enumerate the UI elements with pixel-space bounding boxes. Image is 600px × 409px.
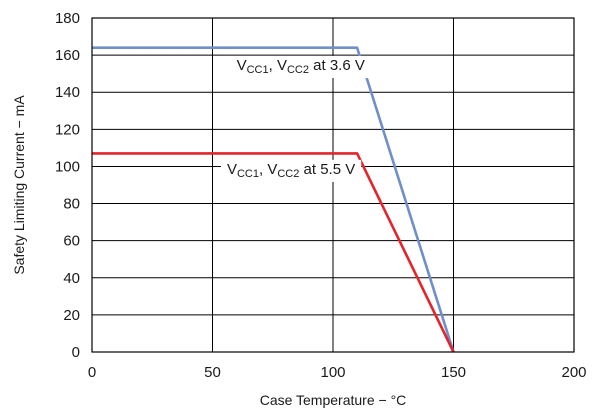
y-tick-label: 180 — [55, 10, 80, 27]
x-tick-label: 150 — [441, 364, 466, 381]
annotation-text-part: , V — [259, 161, 277, 178]
x-tick-label: 100 — [320, 364, 345, 381]
annotation-2: VCC1, VCC2 at 5.5 V — [220, 159, 362, 182]
annotation-text-part: at 5.5 V — [299, 161, 355, 178]
annotation-label: VCC1, VCC2 at 5.5 V — [227, 161, 355, 180]
y-tick-label: 0 — [72, 344, 80, 361]
annotation-text-part: , V — [269, 57, 287, 74]
series-lines — [92, 46, 455, 353]
x-axis-title: Case Temperature − °C — [260, 392, 407, 408]
tick-labels: 0 20 40 60 80 100 120 140 160 180 0 50 100 150 200 — [55, 10, 587, 381]
y-axis-title: Safety Limiting Current − mA — [11, 95, 27, 275]
y-tick-label: 140 — [55, 84, 80, 101]
x-tick-label: 200 — [561, 364, 586, 381]
x-tick-label: 0 — [88, 364, 96, 381]
y-tick-label: 60 — [63, 233, 80, 250]
y-tick-label: 160 — [55, 47, 80, 64]
y-tick-label: 120 — [55, 121, 80, 138]
series-line-2 — [92, 152, 455, 353]
annotation-background — [220, 159, 362, 182]
annotation-label: VCC1, VCC2 at 3.6 V — [237, 57, 365, 76]
annotation-background — [230, 55, 371, 79]
y-tick-label: 40 — [63, 270, 80, 287]
annotation-subscript: CC2 — [287, 64, 309, 76]
annotation-text-part: V — [227, 161, 237, 178]
annotation-subscript: CC2 — [277, 168, 299, 180]
y-tick-label: 80 — [63, 196, 80, 213]
annotation-text-part: V — [237, 57, 247, 74]
y-tick-label: 100 — [55, 158, 80, 175]
series-line-1 — [92, 46, 455, 353]
y-tick-label: 20 — [63, 307, 80, 324]
plot-frame — [91, 17, 575, 353]
annotation-subscript: CC1 — [237, 168, 259, 180]
annotation-1: VCC1, VCC2 at 3.6 V — [230, 55, 371, 79]
annotation-text-part: at 3.6 V — [309, 57, 365, 74]
x-tick-label: 50 — [204, 364, 221, 381]
annotation-subscript: CC1 — [247, 64, 269, 76]
